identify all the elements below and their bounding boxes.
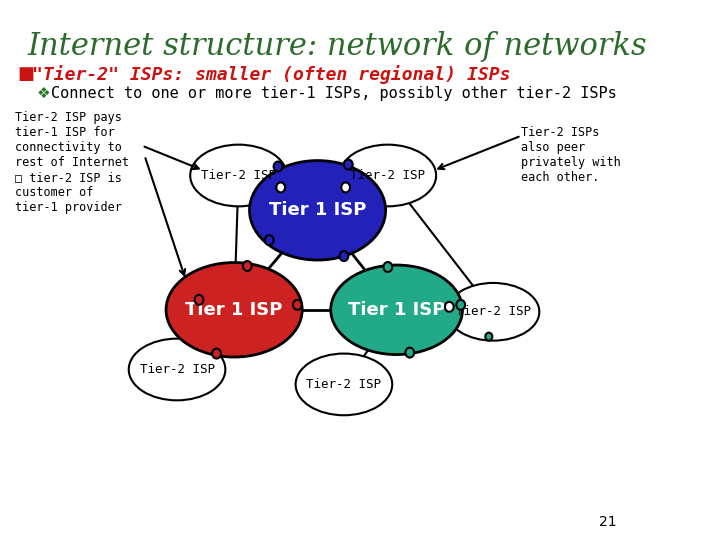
Circle shape <box>276 183 285 192</box>
Text: Internet structure: network of networks: Internet structure: network of networks <box>28 31 647 62</box>
Text: Tier 1 ISP: Tier 1 ISP <box>348 301 445 319</box>
Circle shape <box>405 348 414 357</box>
Ellipse shape <box>447 283 539 341</box>
Text: Tier-2 ISPs
also peer
privately with
each other.: Tier-2 ISPs also peer privately with eac… <box>521 126 621 184</box>
Ellipse shape <box>250 160 386 260</box>
Text: "Tier-2" ISPs: smaller (often regional) ISPs: "Tier-2" ISPs: smaller (often regional) … <box>32 65 510 84</box>
Circle shape <box>445 302 454 312</box>
Circle shape <box>485 333 492 341</box>
Text: Tier-2 ISP: Tier-2 ISP <box>456 305 531 318</box>
Text: Tier 1 ISP: Tier 1 ISP <box>269 201 366 219</box>
Circle shape <box>384 262 392 272</box>
Text: Tier-2 ISP: Tier-2 ISP <box>201 169 276 182</box>
Circle shape <box>344 160 353 170</box>
Circle shape <box>274 161 282 172</box>
Text: Tier-2 ISP pays
tier-1 ISP for
connectivity to
rest of Internet
□ tier-2 ISP is
: Tier-2 ISP pays tier-1 ISP for connectiv… <box>14 111 129 214</box>
Ellipse shape <box>340 145 436 206</box>
Ellipse shape <box>296 354 392 415</box>
Circle shape <box>265 235 274 245</box>
Ellipse shape <box>330 265 462 355</box>
Text: Tier-2 ISP: Tier-2 ISP <box>307 378 382 391</box>
Ellipse shape <box>190 145 287 206</box>
Text: Connect to one or more tier-1 ISPs, possibly other tier-2 ISPs: Connect to one or more tier-1 ISPs, poss… <box>51 86 617 101</box>
Ellipse shape <box>129 339 225 400</box>
Text: Tier 1 ISP: Tier 1 ISP <box>186 301 283 319</box>
Circle shape <box>340 251 348 261</box>
Circle shape <box>341 183 350 192</box>
Text: ■: ■ <box>17 65 34 83</box>
Circle shape <box>456 300 465 310</box>
Circle shape <box>212 349 221 359</box>
Circle shape <box>243 261 252 271</box>
Text: Tier-2 ISP: Tier-2 ISP <box>140 363 215 376</box>
Circle shape <box>194 295 203 305</box>
Ellipse shape <box>166 262 302 357</box>
Circle shape <box>293 300 302 310</box>
Text: 21: 21 <box>598 515 616 529</box>
Text: Tier-2 ISP: Tier-2 ISP <box>351 169 426 182</box>
Text: ❖: ❖ <box>37 86 50 101</box>
